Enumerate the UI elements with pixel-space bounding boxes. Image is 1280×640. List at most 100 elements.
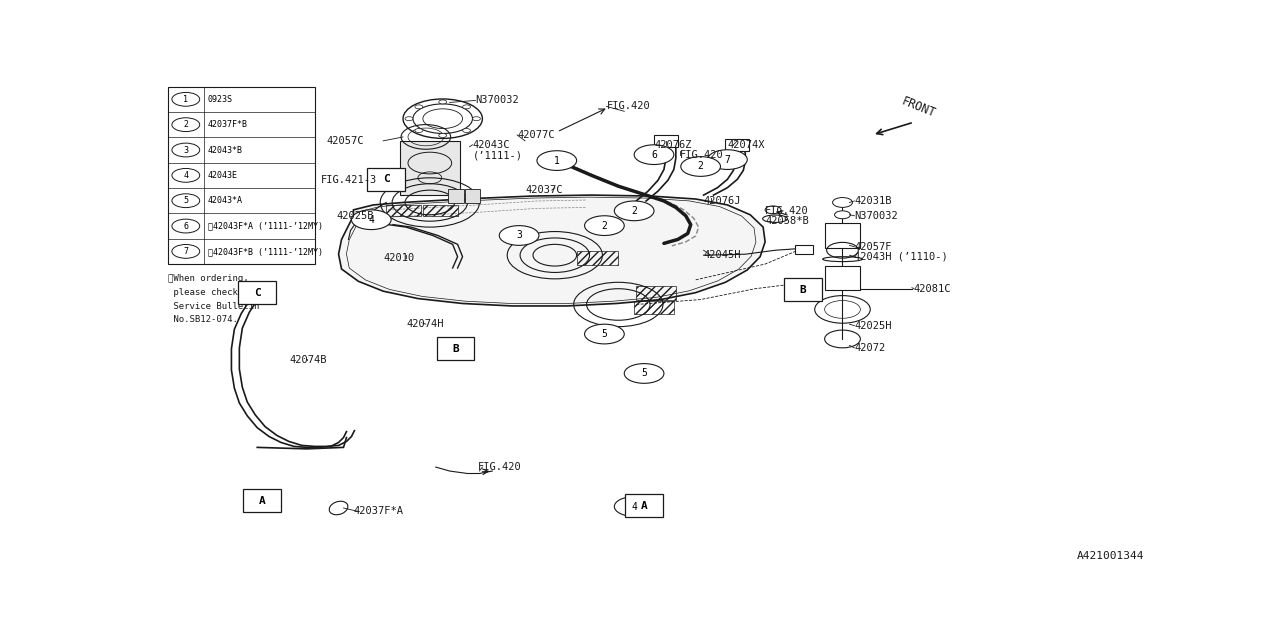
Bar xyxy=(576,252,618,265)
Text: 2: 2 xyxy=(183,120,188,129)
Circle shape xyxy=(462,129,471,132)
Text: 42043*A: 42043*A xyxy=(207,196,243,205)
Bar xyxy=(465,189,480,204)
FancyBboxPatch shape xyxy=(367,168,404,191)
Circle shape xyxy=(172,143,200,157)
Text: 4: 4 xyxy=(631,502,637,511)
Text: 3: 3 xyxy=(183,145,188,154)
Text: 42074B: 42074B xyxy=(289,355,326,365)
Bar xyxy=(824,223,860,248)
Text: 42025H: 42025H xyxy=(855,321,892,331)
Text: 4: 4 xyxy=(183,171,188,180)
Circle shape xyxy=(634,145,673,164)
Circle shape xyxy=(172,168,200,182)
Text: FIG.420: FIG.420 xyxy=(680,150,723,159)
Text: FIG.420: FIG.420 xyxy=(765,206,809,216)
Text: N370032: N370032 xyxy=(855,211,899,221)
Text: 7: 7 xyxy=(724,155,731,164)
Text: ※When ordering,: ※When ordering, xyxy=(168,274,248,283)
Text: 1: 1 xyxy=(183,95,188,104)
Circle shape xyxy=(681,157,721,177)
Circle shape xyxy=(614,201,654,221)
Circle shape xyxy=(765,206,781,214)
Text: 6: 6 xyxy=(183,221,188,230)
Circle shape xyxy=(415,129,422,132)
Text: 42081C: 42081C xyxy=(914,284,951,294)
Text: 42043H (’1110-): 42043H (’1110-) xyxy=(855,252,948,262)
Circle shape xyxy=(585,216,625,236)
Text: Service Bulletin: Service Bulletin xyxy=(168,301,260,310)
Text: 42037F*A: 42037F*A xyxy=(353,506,403,516)
Text: A: A xyxy=(641,500,648,511)
Text: 42076J: 42076J xyxy=(704,196,741,206)
Circle shape xyxy=(172,244,200,259)
Text: C: C xyxy=(383,174,389,184)
Circle shape xyxy=(404,116,413,121)
Text: 2: 2 xyxy=(602,221,607,230)
Text: A421001344: A421001344 xyxy=(1076,551,1144,561)
Text: 42077C: 42077C xyxy=(517,130,554,140)
Text: 42076Z: 42076Z xyxy=(654,140,691,150)
Text: 42010: 42010 xyxy=(383,253,415,262)
Bar xyxy=(401,141,460,195)
Circle shape xyxy=(172,194,200,207)
Bar xyxy=(795,245,813,254)
Text: 42058*B: 42058*B xyxy=(765,216,809,226)
Bar xyxy=(448,189,463,204)
Circle shape xyxy=(835,211,850,219)
Text: 4: 4 xyxy=(369,214,374,225)
Text: 42045H: 42045H xyxy=(704,250,741,260)
Text: 42057F: 42057F xyxy=(855,242,892,252)
Text: 42043C: 42043C xyxy=(472,140,509,150)
Text: FIG.420: FIG.420 xyxy=(607,101,650,111)
Text: ※42043F*A (’1111-’12MY): ※42043F*A (’1111-’12MY) xyxy=(207,221,323,230)
Text: 42037F*B: 42037F*B xyxy=(207,120,247,129)
Circle shape xyxy=(614,497,654,516)
Bar xyxy=(654,135,678,147)
Text: FIG.420: FIG.420 xyxy=(477,462,521,472)
Text: 42057C: 42057C xyxy=(326,136,364,146)
Circle shape xyxy=(585,324,625,344)
Text: 1: 1 xyxy=(554,156,559,166)
Text: 42074X: 42074X xyxy=(727,140,765,150)
Circle shape xyxy=(439,134,447,138)
FancyBboxPatch shape xyxy=(436,337,475,360)
Bar xyxy=(422,205,458,216)
Text: 0923S: 0923S xyxy=(207,95,233,104)
FancyBboxPatch shape xyxy=(783,278,822,301)
FancyBboxPatch shape xyxy=(238,282,276,304)
Text: C: C xyxy=(253,287,261,298)
Bar xyxy=(824,266,860,290)
Text: ※42043F*B (’1111-’12MY): ※42043F*B (’1111-’12MY) xyxy=(207,247,323,256)
Text: 42043E: 42043E xyxy=(207,171,238,180)
Circle shape xyxy=(415,105,422,109)
Bar xyxy=(636,285,676,300)
Text: FRONT: FRONT xyxy=(899,94,937,120)
Text: N370032: N370032 xyxy=(475,95,520,106)
Circle shape xyxy=(832,198,852,207)
Bar xyxy=(168,86,315,264)
Text: 5: 5 xyxy=(602,329,607,339)
Text: 5: 5 xyxy=(183,196,188,205)
Circle shape xyxy=(172,118,200,132)
Circle shape xyxy=(462,105,471,109)
Bar xyxy=(387,205,421,216)
Circle shape xyxy=(172,92,200,106)
Text: 2: 2 xyxy=(698,161,704,172)
Text: 6: 6 xyxy=(652,150,657,159)
Text: 7: 7 xyxy=(183,247,188,256)
Text: B: B xyxy=(800,285,806,294)
Circle shape xyxy=(472,116,480,121)
Bar xyxy=(634,301,673,314)
Circle shape xyxy=(499,226,539,245)
Text: 2: 2 xyxy=(631,206,637,216)
Text: 42074H: 42074H xyxy=(406,319,443,329)
Text: 42043*B: 42043*B xyxy=(207,145,243,154)
Circle shape xyxy=(708,150,748,170)
Text: FIG.421-3: FIG.421-3 xyxy=(321,175,376,186)
Bar xyxy=(726,139,749,150)
Text: (’1111-): (’1111-) xyxy=(472,150,522,161)
Text: 3: 3 xyxy=(516,230,522,241)
Circle shape xyxy=(352,210,392,230)
Text: 42025B: 42025B xyxy=(337,211,374,221)
